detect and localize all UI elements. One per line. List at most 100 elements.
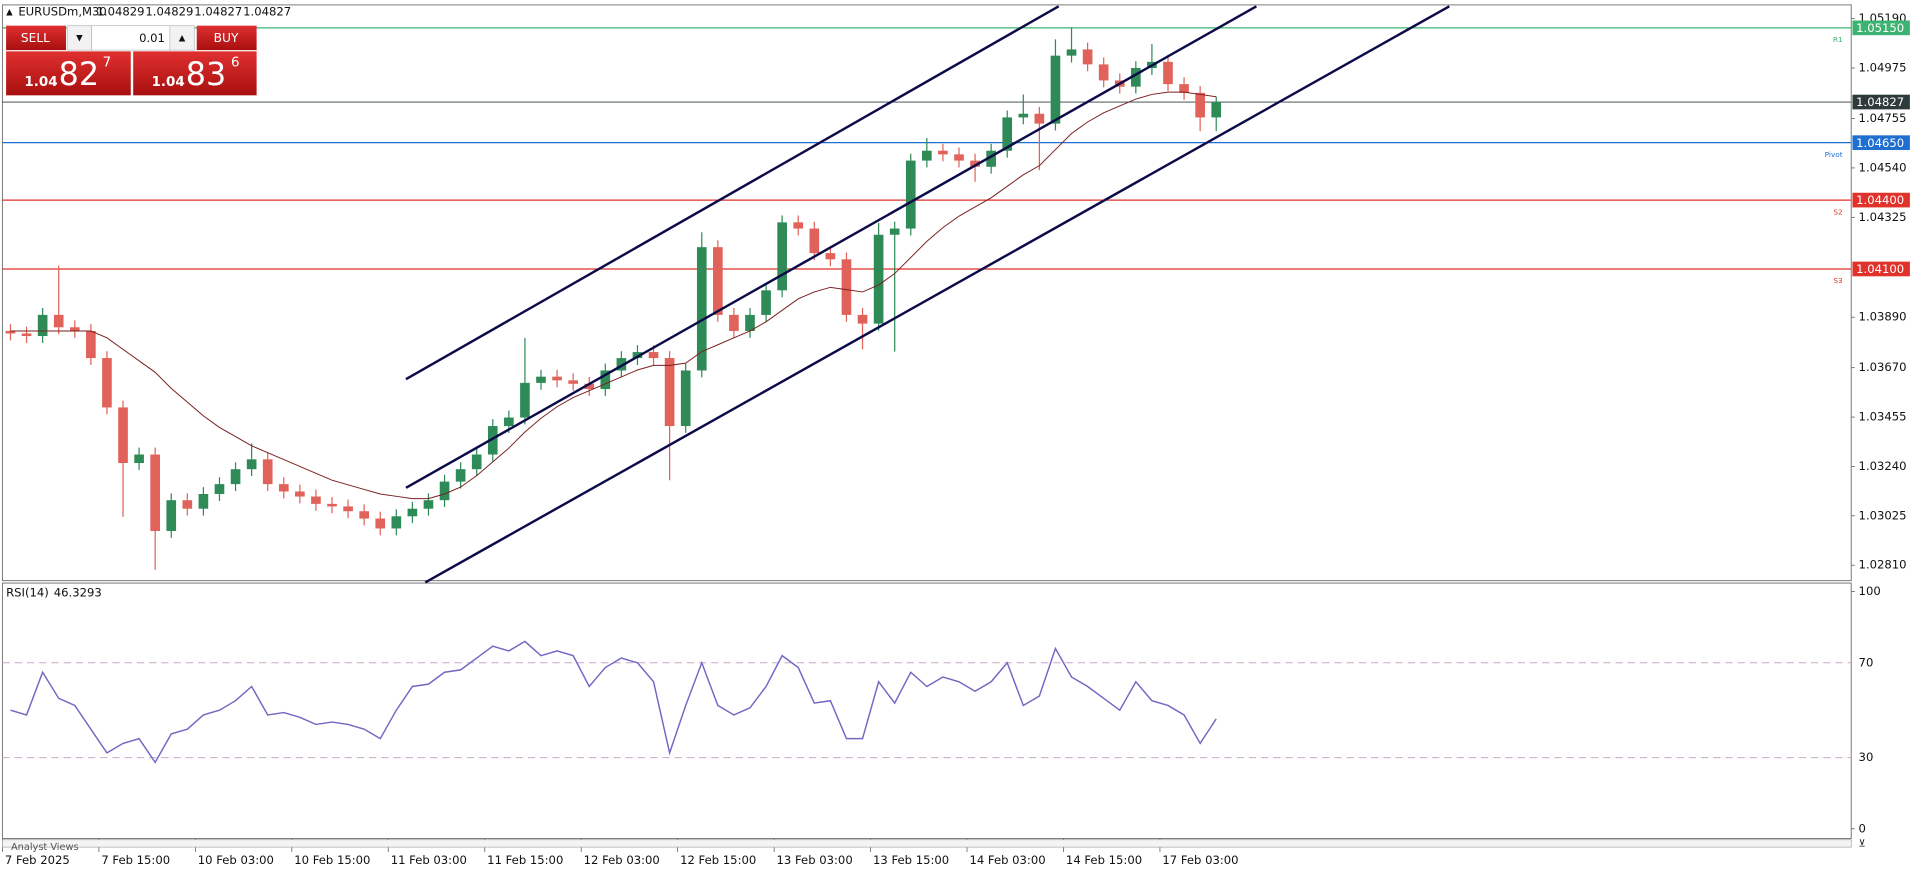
- lot-down-arrow[interactable]: ▼: [76, 33, 83, 43]
- candle-body: [761, 290, 771, 315]
- candle-body: [327, 503, 337, 507]
- x-tick-label: 13 Feb 15:00: [873, 853, 949, 867]
- candle-body: [600, 370, 611, 390]
- candle-body: [536, 376, 546, 383]
- candle-body: [954, 154, 964, 161]
- candle-body: [166, 500, 177, 531]
- candle-body: [182, 500, 193, 509]
- candle-body: [230, 469, 241, 485]
- indicator-value: 46.3293: [54, 585, 102, 599]
- lot-up-arrow[interactable]: ▲: [179, 33, 186, 43]
- bid-sup[interactable]: 7: [103, 55, 112, 70]
- level-name: R1: [1833, 35, 1843, 44]
- candle-body: [809, 228, 820, 254]
- candle-body: [568, 380, 578, 384]
- x-tick-label: 10 Feb 03:00: [198, 853, 274, 867]
- candle-body: [214, 484, 225, 495]
- price-panel: [1, 4, 1852, 582]
- lot-up[interactable]: [169, 25, 195, 51]
- candle-body: [1179, 84, 1189, 93]
- candle-body: [713, 247, 723, 315]
- lot-value[interactable]: 0.01: [139, 31, 165, 45]
- candle-body: [423, 500, 434, 509]
- candle-body: [5, 330, 16, 334]
- y-tick-label: 1.04975: [1859, 61, 1907, 75]
- level-name: S2: [1833, 207, 1842, 216]
- level-label: 1.04100: [1856, 262, 1904, 276]
- ohlc-high: 1.04829: [145, 5, 193, 19]
- level-tag: [1852, 20, 1910, 36]
- level-label: 1.04650: [1856, 136, 1904, 150]
- y-tick-label: 1.04325: [1859, 210, 1907, 224]
- y-tick-label: 1.04540: [1859, 160, 1907, 174]
- candle-body: [150, 454, 160, 531]
- lot-down[interactable]: [66, 25, 93, 51]
- candle-body: [198, 494, 209, 509]
- candle-body: [793, 222, 804, 229]
- candle-body: [986, 150, 996, 167]
- candle-body: [455, 469, 466, 482]
- candle-body: [439, 481, 450, 501]
- sell-label[interactable]: SELL: [21, 31, 50, 45]
- candle-body: [729, 314, 739, 331]
- candle-body: [102, 358, 112, 408]
- y-tick-label: 1.03455: [1859, 410, 1907, 424]
- x-tick-label: 13 Feb 03:00: [777, 853, 853, 867]
- candle-body: [922, 150, 932, 161]
- buy-button[interactable]: [196, 25, 257, 51]
- candle-body: [745, 314, 755, 331]
- level-name: S3: [1833, 276, 1843, 285]
- candle-body: [520, 382, 530, 418]
- level-tag: [1852, 261, 1910, 277]
- candle-body: [471, 454, 482, 470]
- moving-average: [10, 91, 1217, 500]
- bid-big[interactable]: 1.04: [24, 75, 57, 90]
- candle-body: [680, 370, 691, 427]
- y-tick-label: 1.02810: [1859, 558, 1907, 572]
- scroll-arrow[interactable]: ⊻: [1859, 838, 1866, 849]
- bid-main[interactable]: 82: [59, 57, 99, 93]
- candle-body: [1066, 49, 1077, 56]
- ask-big[interactable]: 1.04: [152, 75, 185, 90]
- x-tick-label: 17 Feb 03:00: [1162, 853, 1238, 867]
- candle-body: [1050, 55, 1061, 124]
- channel-line: [424, 5, 1450, 584]
- x-tick-label: 12 Feb 15:00: [680, 853, 756, 867]
- candle-body: [1002, 117, 1013, 151]
- lot-input[interactable]: [91, 25, 171, 51]
- candle-body: [1034, 113, 1045, 124]
- x-tick-label: 14 Feb 03:00: [969, 853, 1045, 867]
- ask-sup[interactable]: 6: [231, 55, 240, 70]
- sell-button[interactable]: [6, 25, 66, 51]
- footer-tab[interactable]: Analyst Views: [11, 842, 79, 853]
- tab-strip: [2, 839, 1852, 848]
- candle-body: [37, 314, 48, 337]
- level-name: Pivot: [1825, 150, 1843, 159]
- candle-body: [616, 358, 627, 371]
- candle-body: [938, 150, 948, 155]
- y-tick-label: 1.03240: [1859, 459, 1907, 473]
- candle-body: [1211, 102, 1222, 118]
- ask-box[interactable]: [133, 51, 257, 96]
- candle-body: [407, 508, 418, 517]
- candle-body: [696, 247, 707, 371]
- candle-body: [841, 259, 852, 315]
- candle-body: [648, 352, 659, 359]
- level-label: 1.05150: [1856, 21, 1904, 35]
- candle-body: [311, 496, 321, 504]
- candle-body: [86, 330, 96, 359]
- candle-body: [552, 376, 562, 381]
- collapse-arrow[interactable]: ▲: [6, 8, 13, 18]
- candle-body: [1163, 61, 1173, 85]
- buy-label[interactable]: BUY: [214, 31, 239, 45]
- x-tick-label: 7 Feb 2025: [5, 853, 70, 867]
- bid-box[interactable]: [6, 51, 131, 96]
- candle-body: [825, 253, 836, 260]
- candle-body: [1131, 68, 1141, 87]
- candle-body: [343, 506, 353, 512]
- y-tick-label: 1.03890: [1859, 310, 1907, 324]
- ask-main[interactable]: 83: [186, 57, 226, 93]
- rsi-panel: [1, 582, 1852, 840]
- candle-body: [1195, 92, 1205, 118]
